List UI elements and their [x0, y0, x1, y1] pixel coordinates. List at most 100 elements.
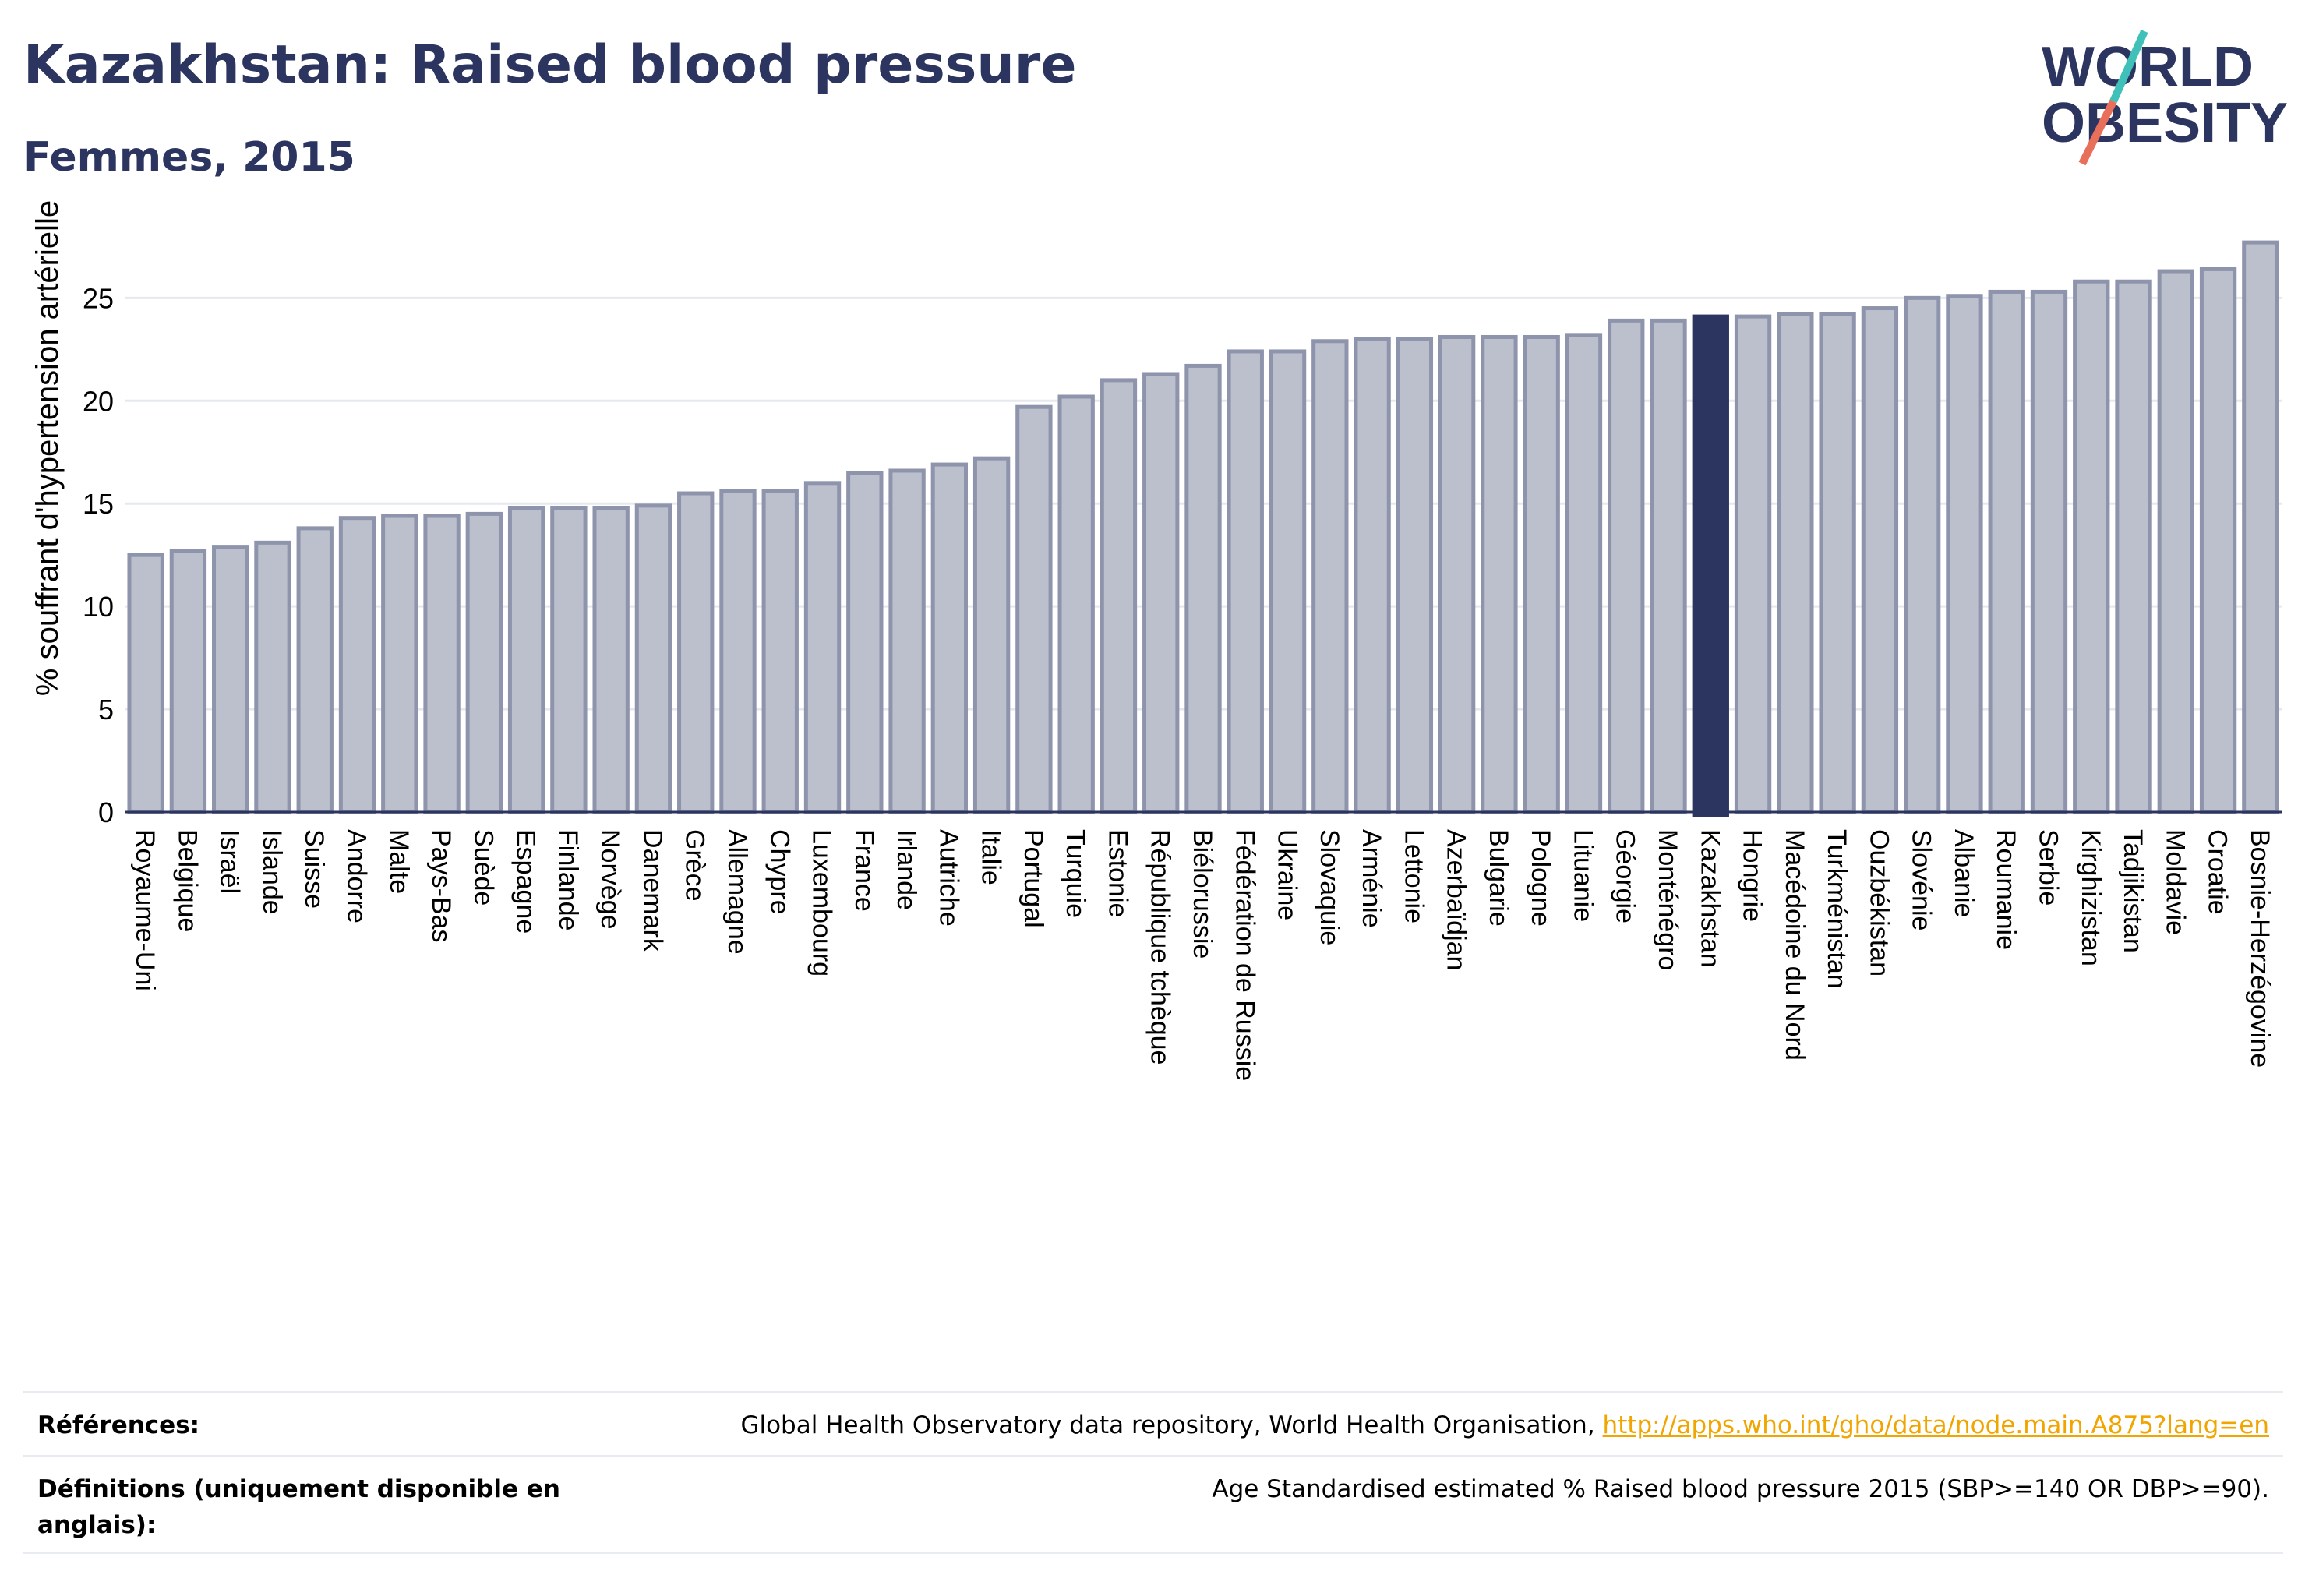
bar-gr-ce: [677, 491, 715, 814]
bar-kirghizistan: [2073, 279, 2110, 814]
x-tick-label: Moldavie: [2160, 829, 2190, 935]
x-tick-label: Turkménistan: [1822, 829, 1851, 989]
x-tick-label: Pays-Bas: [426, 829, 456, 943]
bar-andorre: [338, 516, 376, 814]
y-tick-label-20: 20: [83, 385, 114, 417]
references-link[interactable]: http://apps.who.int/gho/data/node.main.A…: [1602, 1411, 2269, 1439]
references-source: Global Health Observatory data repositor…: [740, 1411, 1595, 1439]
bar-mac-doine-du-nord: [1777, 312, 1814, 814]
bar-slov-nie: [1903, 295, 1941, 814]
definitions-row: Définitions (uniquement disponible en an…: [23, 1455, 2283, 1554]
bar-espagne: [507, 505, 545, 814]
x-tick-label: Slovénie: [1907, 829, 1936, 930]
bar-r-publique-tch-que: [1142, 372, 1180, 814]
bar-f-d-ration-de-russie: [1227, 349, 1264, 814]
x-tick-label: Kazakhstan: [1695, 829, 1724, 968]
x-tick-label: Grèce: [680, 829, 710, 902]
bar-luxembourg: [803, 481, 842, 814]
x-tick-label: Israël: [215, 829, 245, 894]
footer-bottom-rule: [23, 1552, 2283, 1554]
y-axis-label: % souffrant d'hypertension artérielle: [30, 200, 65, 696]
definitions-text: Age Standardised estimated % Raised bloo…: [1212, 1475, 2269, 1503]
bar-pays-bas: [423, 514, 461, 814]
x-tick-label: Autriche: [934, 829, 963, 927]
bars: [127, 240, 2279, 817]
bar-irlande: [888, 468, 926, 814]
bar-suisse: [296, 526, 334, 814]
x-tick-label: Albanie: [1949, 829, 1978, 917]
y-tick-label-15: 15: [83, 488, 114, 520]
bar-lettonie: [1396, 337, 1434, 814]
logo-slash-bottom: [2078, 99, 2117, 166]
x-tick-label: Lituanie: [1568, 829, 1597, 922]
x-tick-label: Andorre: [342, 829, 372, 923]
x-tick-label: Islande: [257, 829, 287, 915]
bar-slovaquie: [1311, 339, 1349, 814]
x-tick-label: Slovaquie: [1315, 829, 1344, 945]
bar-finlande: [550, 505, 588, 814]
bar-allemagne: [719, 489, 757, 814]
x-tick-label: Portugal: [1018, 829, 1048, 928]
bar-chypre: [761, 489, 799, 814]
world-obesity-logo: WORLD OBESITY: [2042, 29, 2288, 166]
y-tick-labels: 0 5 10 15 20 25: [83, 282, 114, 828]
x-tick-label: Serbie: [2033, 829, 2063, 906]
bar-lituanie: [1565, 333, 1603, 814]
bar-turquie: [1057, 394, 1095, 814]
bar-croatie: [2199, 267, 2237, 814]
bar-autriche: [930, 462, 969, 814]
bar-danemark: [634, 503, 672, 814]
bar-isra-l: [212, 545, 249, 814]
references-text: Global Health Observatory data repositor…: [740, 1407, 2269, 1443]
bar-estonie: [1100, 378, 1138, 814]
x-tick-label: Biélorussie: [1188, 829, 1217, 959]
bar-tadjikistan: [2115, 279, 2152, 814]
x-tick-label: Estonie: [1103, 829, 1132, 917]
x-tick-label: Ouzbékistan: [1864, 829, 1894, 976]
bar-ukraine: [1269, 349, 1307, 814]
x-tick-label: Luxembourg: [807, 829, 837, 976]
logo-word-world: WORLD: [2042, 36, 2254, 98]
x-tick-label: Macédoine du Nord: [1780, 829, 1809, 1061]
x-tick-label: Suisse: [299, 829, 329, 909]
x-tick-label: Bosnie-Herzégovine: [2245, 829, 2275, 1068]
x-tick-label: France: [849, 829, 879, 912]
y-tick-label-0: 0: [98, 796, 114, 828]
x-tick-label: Croatie: [2203, 829, 2233, 915]
x-tick-label: Italie: [976, 829, 1006, 885]
chart-subtitle: Femmes, 2015: [23, 134, 355, 181]
x-tick-label: Hongrie: [1738, 829, 1767, 922]
x-tick-label: Allemagne: [722, 829, 752, 955]
bar-chart: Royaume-Uni Belgique Israël Islande Suisse An…: [30, 200, 2282, 1081]
y-tick-label-5: 5: [98, 694, 114, 726]
x-tick-labels: Royaume-Uni Belgique Israël Islande Suisse An…: [130, 829, 2275, 1081]
x-tick-label: Norvège: [595, 829, 625, 930]
bar-malte: [381, 514, 418, 814]
bar-norv-ge: [592, 505, 630, 814]
bar-royaume-uni: [127, 553, 164, 814]
x-tick-label: Kirghizistan: [2076, 829, 2106, 966]
x-tick-label: Suède: [468, 829, 498, 906]
bar-albanie: [1946, 294, 1983, 814]
references-row: Références: Global Health Observatory da…: [23, 1391, 2283, 1457]
bar-hongrie: [1734, 314, 1772, 814]
x-tick-label: Irlande: [891, 829, 921, 910]
bar-arm-nie: [1354, 337, 1391, 814]
x-tick-label: Malte: [384, 829, 414, 894]
bar-azerba-djan: [1438, 334, 1476, 814]
x-tick-label: Tadjikistan: [2118, 829, 2148, 953]
x-tick-label: Fédération de Russie: [1230, 829, 1259, 1081]
logo-word-obesity: OBESITY: [2042, 92, 2288, 154]
x-tick-label: Azerbaïdjan: [1442, 829, 1471, 970]
definitions-label: Définitions (uniquement disponible en an…: [37, 1475, 560, 1539]
x-tick-label: Ukraine: [1273, 829, 1302, 920]
y-tick-label-10: 10: [83, 591, 114, 623]
logo-slash-top: [2109, 29, 2148, 104]
bar-pologne: [1523, 334, 1560, 814]
x-tick-label: Danemark: [637, 829, 667, 952]
bar-mont-n-gro: [1650, 318, 1687, 814]
x-tick-label: Monténégro: [1653, 829, 1682, 970]
bar-roumanie: [1988, 289, 2025, 814]
x-tick-label: Espagne: [511, 829, 541, 934]
x-tick-label: Turquie: [1061, 829, 1090, 918]
